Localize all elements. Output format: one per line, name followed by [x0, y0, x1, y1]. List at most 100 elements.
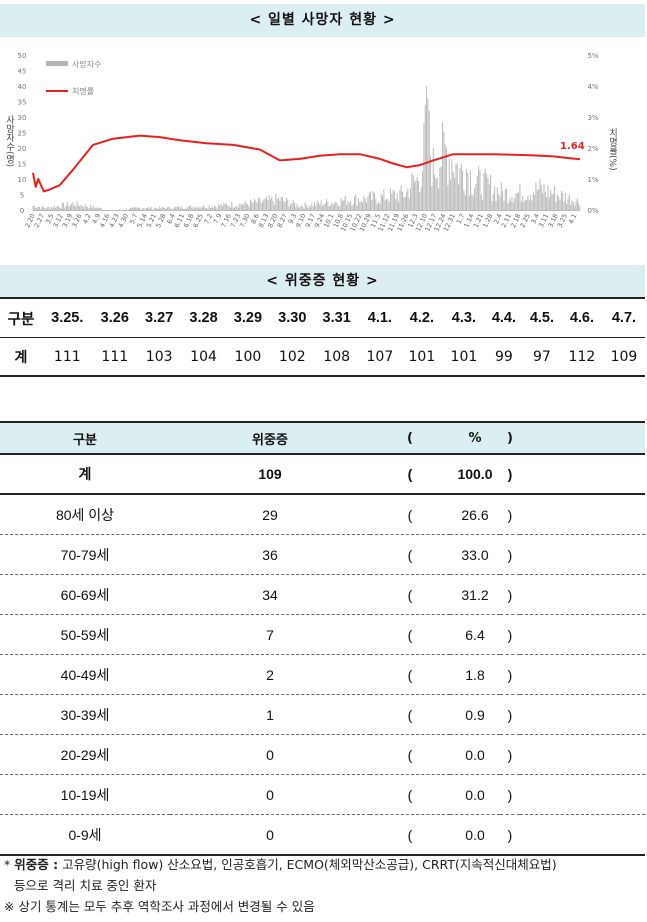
y-left-tick-label: 20 — [18, 145, 27, 153]
death-bar — [455, 163, 457, 210]
age-row-spacer — [520, 494, 645, 535]
age-row-spacer — [520, 814, 645, 856]
age-total-count: 109 — [170, 454, 370, 495]
death-bar — [335, 201, 337, 210]
age-open-paren: ( — [370, 534, 450, 575]
death-bar — [520, 201, 522, 210]
death-bar — [342, 201, 343, 210]
death-bar — [292, 199, 294, 210]
daily-date-4: 3.29 — [225, 297, 271, 338]
death-bar — [364, 198, 366, 210]
death-bar — [208, 205, 210, 210]
death-bar — [191, 208, 193, 210]
daily-date-11: 4.5. — [522, 297, 561, 338]
death-bar — [267, 200, 269, 210]
death-bar — [91, 207, 93, 210]
death-bar — [464, 194, 466, 210]
daily-value-0: 111 — [41, 337, 93, 377]
death-bar — [494, 186, 496, 210]
death-bar — [451, 159, 453, 210]
death-bar — [366, 202, 368, 210]
y-right-tick-label: 4% — [587, 83, 598, 91]
death-bar — [559, 200, 561, 210]
daily-date-10: 4.4. — [484, 297, 523, 338]
death-bar — [563, 201, 565, 210]
death-bar — [53, 205, 55, 210]
y-left-tick-label: 0 — [20, 207, 24, 215]
death-bar — [460, 163, 462, 210]
death-bar — [308, 205, 310, 210]
death-bar — [568, 194, 570, 210]
age-header-percent: % — [450, 421, 500, 455]
y-left-tick-label: 30 — [18, 114, 27, 122]
death-bar — [203, 204, 205, 210]
death-bar — [518, 192, 520, 210]
death-bar — [475, 183, 477, 210]
death-bar — [388, 201, 390, 210]
age-group: 10-19세 — [0, 774, 170, 815]
death-bar — [155, 207, 157, 210]
footnote-definition: 고유량(high flow) 산소요법, 인공호흡기, ECMO(체외막산소공급… — [58, 857, 557, 872]
death-bar — [398, 201, 400, 210]
death-bar — [448, 157, 450, 210]
death-bar — [454, 177, 456, 210]
death-bar — [97, 208, 99, 210]
daily-date-9: 4.3. — [442, 297, 485, 338]
death-bar — [167, 207, 169, 210]
death-bar — [209, 208, 211, 210]
death-bar — [504, 189, 506, 210]
age-critical-count: 34 — [170, 574, 370, 615]
death-bar — [52, 207, 54, 210]
death-bar — [139, 207, 141, 210]
age-table-row: 80세 이상 29(26.6) — [0, 494, 645, 535]
death-bar — [157, 208, 159, 210]
x-tick-label: 6.4 — [165, 212, 177, 225]
death-bar — [85, 206, 87, 210]
death-bar — [315, 205, 317, 210]
death-bar — [67, 201, 69, 210]
death-bar — [562, 192, 564, 210]
death-bar — [566, 203, 568, 210]
death-bar — [532, 192, 534, 210]
death-bar — [161, 206, 163, 210]
death-bar — [258, 197, 259, 210]
legend-swatch-deaths — [46, 61, 68, 66]
death-bar — [554, 186, 556, 210]
death-bar — [81, 206, 83, 210]
death-bar — [260, 202, 262, 210]
age-critical-count: 1 — [170, 694, 370, 735]
death-bar — [225, 204, 227, 210]
age-group: 30-39세 — [0, 694, 170, 735]
age-percent: 26.6 — [450, 494, 500, 535]
death-bar — [39, 206, 41, 210]
death-bar — [131, 207, 133, 210]
death-bar — [555, 201, 557, 210]
age-close-paren: ) — [500, 614, 520, 655]
daily-value-4: 100 — [225, 337, 271, 377]
death-bar — [44, 207, 46, 210]
x-tick-label: 2.4 — [492, 212, 504, 225]
daily-date-2: 3.27 — [136, 297, 182, 338]
daily-value-6: 108 — [314, 337, 359, 377]
age-total-percent: 100.0 — [450, 454, 500, 495]
death-bar — [527, 195, 529, 210]
death-bar — [272, 201, 274, 210]
death-bar — [83, 207, 85, 210]
death-bar — [479, 169, 481, 210]
death-bar — [296, 203, 298, 210]
age-group: 60-69세 — [0, 574, 170, 615]
death-bar — [69, 204, 71, 210]
death-bar — [295, 206, 297, 210]
death-bar — [399, 190, 401, 210]
death-bar — [259, 198, 261, 210]
death-bar — [294, 202, 295, 210]
death-bar — [92, 205, 94, 210]
age-percent: 0.0 — [450, 734, 500, 775]
death-bar — [41, 205, 43, 210]
death-bar — [539, 178, 541, 210]
age-open-paren: ( — [370, 734, 450, 775]
death-bar — [57, 206, 59, 210]
daily-value-12: 112 — [560, 337, 603, 377]
death-bar — [511, 196, 513, 210]
death-bar — [232, 207, 234, 210]
